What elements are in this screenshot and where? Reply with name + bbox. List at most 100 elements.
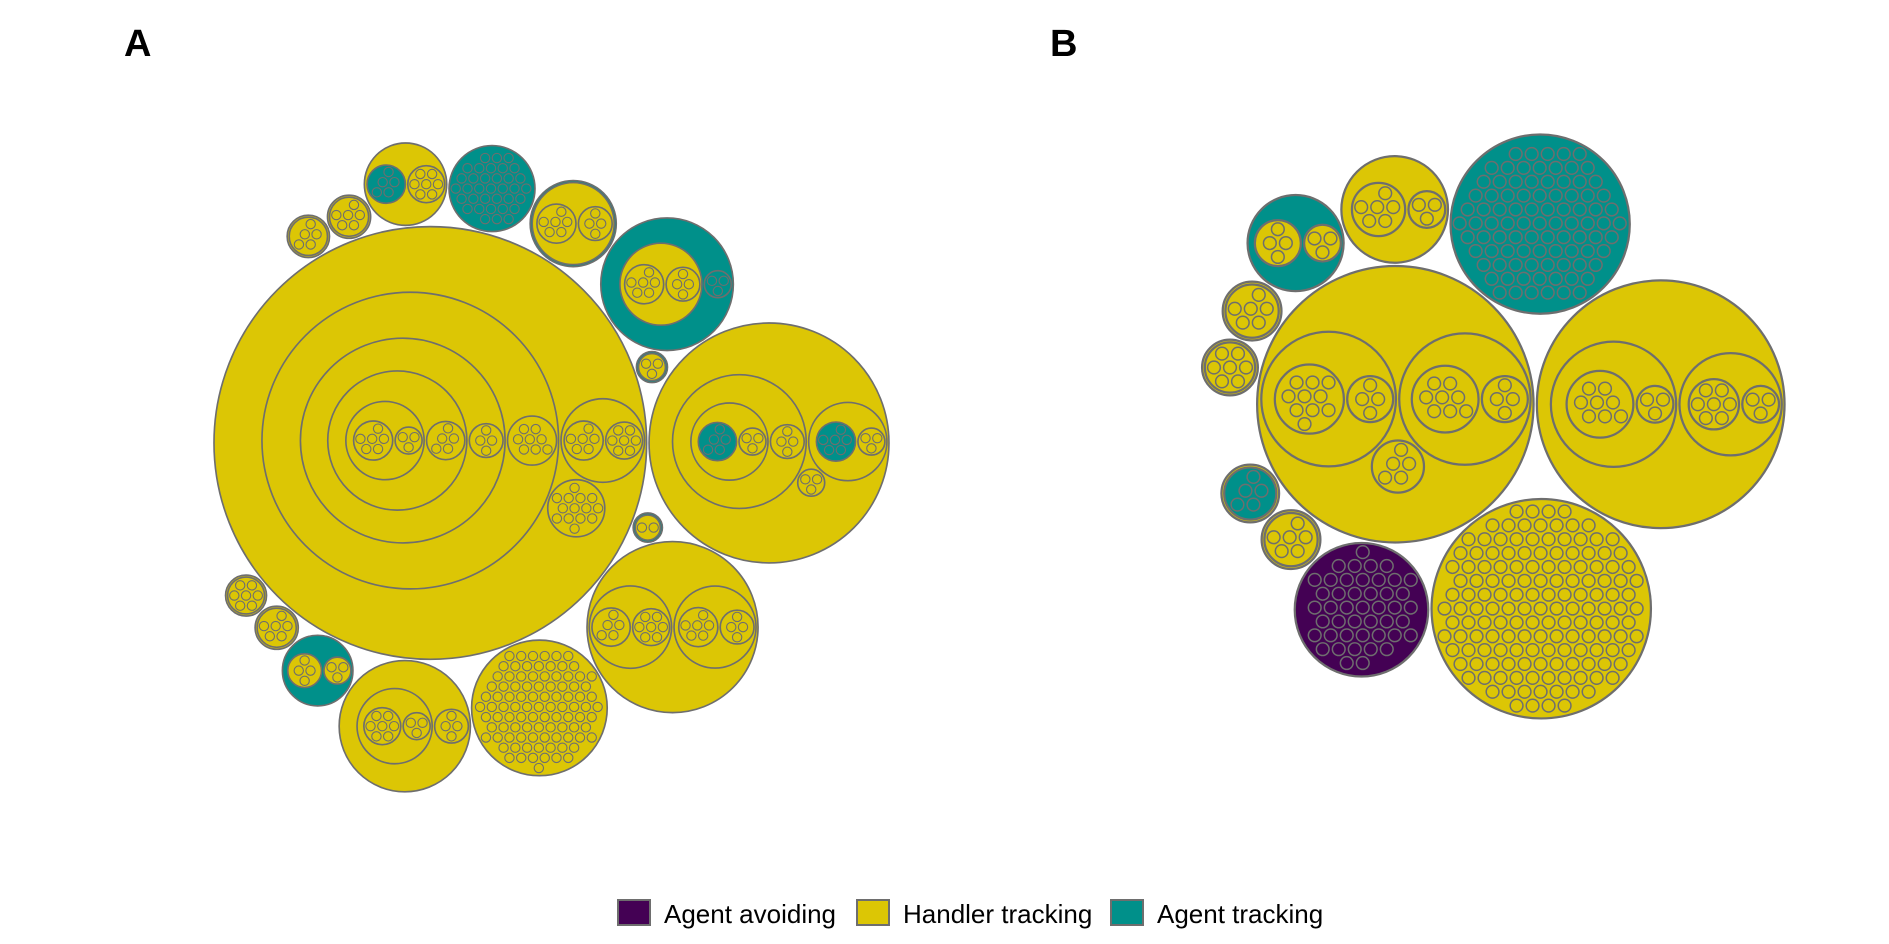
circle-b-agent-avoiding-leaf — [1339, 600, 1354, 615]
circle-a-handler-tracking-leaf — [645, 621, 657, 633]
circle-b-handler-tracking-leaf — [1525, 559, 1540, 575]
circle-b-handler-tracking-leaf — [1259, 301, 1274, 316]
circle-a-handler-tracking-leaf — [551, 711, 562, 723]
circle-b-handler-tracking-leaf — [1655, 392, 1671, 407]
circle-b-handler-tracking-leaf — [1453, 573, 1468, 588]
circle-b-agent-tracking-leaf — [1580, 243, 1595, 259]
circle-b-handler-tracking-leaf — [1230, 346, 1246, 361]
circle-a-handler-tracking-leaf — [782, 426, 793, 437]
circle-b-handler-tracking-leaf — [1629, 601, 1644, 616]
circle-b-agent-tracking-leaf — [1612, 216, 1627, 231]
circle-a-handler-tracking-leaf — [551, 650, 562, 662]
circle-a-handler-tracking-leaf — [592, 503, 604, 514]
circle-a-handler-tracking-leaf — [446, 710, 457, 722]
circle-a-agent-tracking-leaf — [479, 173, 491, 184]
circle-b-handler-tracking-leaf — [1394, 470, 1409, 485]
circle-b-handler-tracking-leaf — [1557, 504, 1572, 519]
circle-a-handler-tracking-leaf — [515, 691, 527, 703]
circle-a-handler-tracking-leaf — [640, 611, 651, 623]
circle-b-agent-tracking-leaf — [1572, 230, 1587, 245]
circle-b-handler-tracking-leaf — [1613, 629, 1628, 644]
panel-label-b: B — [1050, 23, 1077, 65]
circle-b-agent-avoiding-leaf — [1323, 572, 1338, 587]
circle-a-handler-tracking-leaf — [563, 711, 574, 723]
circle-b-agent-avoiding-leaf — [1339, 628, 1354, 643]
circle-b-agent-tracking-leaf — [1604, 230, 1619, 245]
circle-b-handler-tracking-leaf — [1621, 559, 1636, 575]
circle-b-handler-tracking-leaf — [1402, 456, 1417, 471]
circle-b-agent-avoiding-leaf — [1379, 642, 1394, 657]
circle-b-handler-tracking-leaf — [1222, 360, 1238, 375]
circle-a-handler-tracking-leaf — [697, 610, 709, 621]
circle-a-handler-tracking-leaf — [640, 632, 651, 643]
circle-b-agent-avoiding-leaf — [1387, 628, 1402, 643]
circle-b-agent-avoiding-leaf — [1395, 614, 1410, 629]
circle-a-handler-tracking-leaf — [800, 474, 811, 485]
circle-b-handler-tracking-leaf — [1501, 629, 1516, 644]
circle-b-agent-tracking-leaf — [1516, 160, 1531, 175]
circle-a-agent-tracking-leaf — [383, 187, 394, 198]
circle-b-agent-tracking-leaf — [1508, 230, 1523, 245]
circle-b-agent-tracking-leaf — [1564, 188, 1579, 203]
circle-b-handler-tracking-leaf — [1485, 601, 1500, 616]
circle-a-agent-tracking-leaf — [479, 213, 491, 225]
circle-b-handler-tracking-leaf — [1469, 545, 1484, 561]
circle-a-handler-tracking-leaf — [486, 722, 498, 733]
circle-a-handler-tracking-leaf — [632, 287, 643, 298]
circle-b-agent-avoiding-leaf — [1355, 572, 1370, 587]
circle-a-agent-tracking-leaf — [497, 183, 508, 194]
circle-a-handler-tracking-leaf — [747, 443, 758, 454]
circle-b-handler-tracking-leaf — [1378, 213, 1393, 229]
circle-a-handler-tracking-leaf — [542, 444, 553, 455]
circle-b-handler-tracking-leaf — [1290, 544, 1305, 559]
circle-b-handler-tracking-leaf — [1370, 200, 1385, 215]
circle-b-agent-avoiding-leaf — [1355, 628, 1370, 643]
circle-b-handler-tracking-leaf — [1501, 545, 1516, 561]
circle-a-handler-tracking-leaf — [518, 423, 530, 435]
circle-b-handler-tracking-leaf — [1497, 405, 1512, 421]
circle-b-handler-tracking-leaf — [1493, 532, 1508, 547]
circle-b-agent-tracking-leaf — [1452, 216, 1467, 231]
circle-a-handler-tracking-leaf — [397, 431, 408, 443]
circle-b-handler-tracking-leaf — [1605, 559, 1620, 575]
circle-a-handler-tracking-leaf — [492, 671, 503, 682]
legend: Agent avoiding Handler tracking Agent tr… — [617, 899, 1323, 929]
circle-b-agent-tracking-leaf — [1540, 285, 1555, 300]
circle-a-handler-tracking-leaf — [866, 443, 877, 454]
circle-a-agent-tracking-leaf — [515, 173, 526, 184]
circle-a-handler-tracking-leaf — [417, 717, 428, 729]
circle-b-handler-tracking-leaf — [1445, 587, 1460, 602]
circle-b-handler-tracking-leaf — [1613, 409, 1629, 424]
circle-a-agent-tracking-leaf — [509, 163, 520, 174]
circle-b-agent-tracking-leaf — [1548, 243, 1563, 259]
circle-a-handler-tracking-leaf — [624, 445, 636, 456]
circle-b-handler-tracking-leaf — [1243, 301, 1258, 316]
circle-b-handler-tracking-leaf — [1305, 403, 1320, 418]
circle-a-handler-tracking-leaf — [726, 621, 737, 633]
circle-b-handler-tracking-leaf — [1549, 545, 1564, 561]
circle-a-handler-tracking-leaf — [440, 720, 451, 732]
circle-a-handler-tracking-leaf — [409, 178, 420, 190]
circle-a-handler-tracking-leaf — [293, 239, 305, 250]
legend-label-agent-tracking: Agent tracking — [1157, 899, 1323, 929]
circle-a-handler-tracking-leaf — [305, 218, 316, 230]
circle-b-agent-avoiding-leaf — [1331, 558, 1346, 574]
circle-a-agent-tracking-leaf — [456, 173, 467, 184]
circle-b-handler-tracking-leaf — [1573, 615, 1588, 630]
circle-b-handler-tracking-leaf — [1589, 559, 1604, 575]
circle-a-agent-tracking-leaf — [503, 213, 514, 225]
circle-a-handler-tracking-leaf — [626, 277, 637, 288]
circle-b-handler-tracking-leaf — [1597, 629, 1612, 644]
circle-b-agent-tracking-leaf — [1492, 285, 1507, 300]
circle-a-handler-tracking-leaf — [518, 444, 530, 455]
circle-b-handler-tracking-leaf — [1427, 376, 1442, 391]
circle-a-handler-tracking-leaf — [299, 675, 310, 687]
circle-a-handler-tracking-leaf — [409, 431, 420, 443]
circle-a-handler-tracking-leaf — [421, 178, 432, 190]
circle-b-handler-tracking-leaf — [1493, 615, 1508, 630]
legend-label-agent-avoiding: Agent avoiding — [664, 899, 836, 929]
circle-a-handler-tracking-leaf — [246, 580, 258, 591]
circle-b-agent-tracking-leaf — [1524, 174, 1539, 189]
circle-a-handler-tracking-leaf — [504, 691, 515, 703]
